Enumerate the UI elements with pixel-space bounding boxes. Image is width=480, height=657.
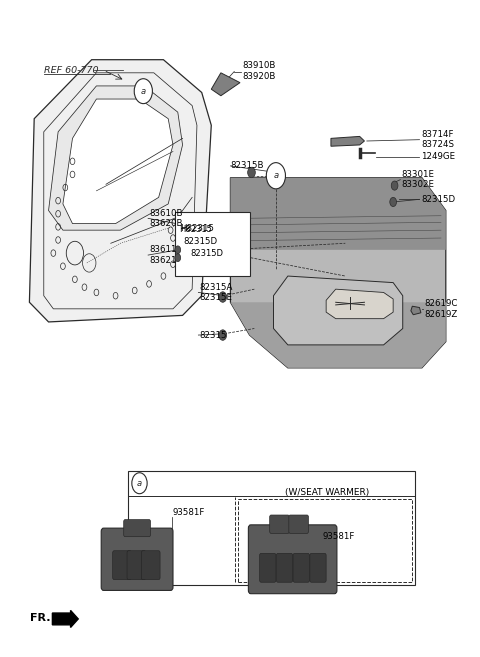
- Text: 82315D: 82315D: [190, 249, 223, 258]
- Polygon shape: [230, 177, 446, 368]
- Polygon shape: [29, 60, 211, 322]
- Polygon shape: [274, 276, 403, 345]
- Text: 83910B
83920B: 83910B 83920B: [242, 61, 276, 81]
- Circle shape: [132, 473, 147, 493]
- FancyBboxPatch shape: [248, 525, 337, 594]
- Circle shape: [179, 253, 186, 262]
- Text: 93581F: 93581F: [172, 508, 204, 516]
- Polygon shape: [411, 306, 421, 315]
- Circle shape: [175, 246, 180, 254]
- FancyBboxPatch shape: [113, 551, 132, 579]
- Text: (W/SEAT WARMER): (W/SEAT WARMER): [286, 488, 370, 497]
- Polygon shape: [177, 221, 202, 238]
- Text: FR.: FR.: [30, 612, 51, 623]
- Text: a: a: [137, 479, 142, 487]
- Text: 83301E
83302E: 83301E 83302E: [402, 170, 435, 189]
- Circle shape: [266, 163, 286, 189]
- FancyBboxPatch shape: [142, 551, 160, 579]
- Circle shape: [134, 79, 153, 104]
- Circle shape: [391, 181, 398, 190]
- Text: 83611
83621: 83611 83621: [149, 245, 177, 265]
- FancyBboxPatch shape: [124, 520, 151, 537]
- FancyBboxPatch shape: [276, 553, 293, 582]
- Text: H82315: H82315: [180, 223, 214, 233]
- Circle shape: [390, 197, 396, 206]
- Text: 82315B: 82315B: [230, 162, 264, 170]
- Text: 83610B
83620B: 83610B 83620B: [149, 209, 182, 228]
- Text: 82315D: 82315D: [421, 195, 455, 204]
- Text: REF 60-770: REF 60-770: [44, 66, 98, 75]
- FancyBboxPatch shape: [270, 515, 289, 533]
- Bar: [175, 212, 250, 276]
- Text: 93581F: 93581F: [323, 532, 355, 541]
- Bar: [128, 471, 415, 585]
- Polygon shape: [230, 302, 446, 368]
- Text: 82315A
82315E: 82315A 82315E: [199, 283, 233, 302]
- Polygon shape: [211, 73, 240, 96]
- Circle shape: [248, 168, 255, 177]
- Polygon shape: [331, 137, 364, 147]
- Polygon shape: [230, 177, 446, 250]
- Text: 82315: 82315: [199, 330, 227, 340]
- Circle shape: [219, 292, 227, 302]
- FancyBboxPatch shape: [127, 551, 146, 579]
- Text: 1249GE: 1249GE: [421, 152, 455, 161]
- FancyArrow shape: [52, 610, 78, 627]
- FancyBboxPatch shape: [310, 553, 326, 582]
- Text: a: a: [141, 87, 146, 96]
- Text: 82619C
82619Z: 82619C 82619Z: [424, 299, 457, 319]
- FancyBboxPatch shape: [293, 553, 310, 582]
- Polygon shape: [63, 99, 173, 223]
- Text: a: a: [273, 171, 278, 180]
- Polygon shape: [48, 86, 182, 230]
- Text: 82315D: 82315D: [183, 237, 217, 246]
- FancyBboxPatch shape: [289, 515, 309, 533]
- Circle shape: [175, 254, 180, 261]
- Circle shape: [219, 330, 227, 340]
- FancyBboxPatch shape: [260, 553, 276, 582]
- Text: 83714F
83724S: 83714F 83724S: [421, 130, 454, 149]
- Polygon shape: [326, 289, 393, 319]
- Text: H82315: H82315: [179, 225, 212, 234]
- Polygon shape: [178, 238, 204, 256]
- Circle shape: [179, 244, 186, 253]
- Bar: [238, 499, 412, 582]
- FancyBboxPatch shape: [101, 528, 173, 591]
